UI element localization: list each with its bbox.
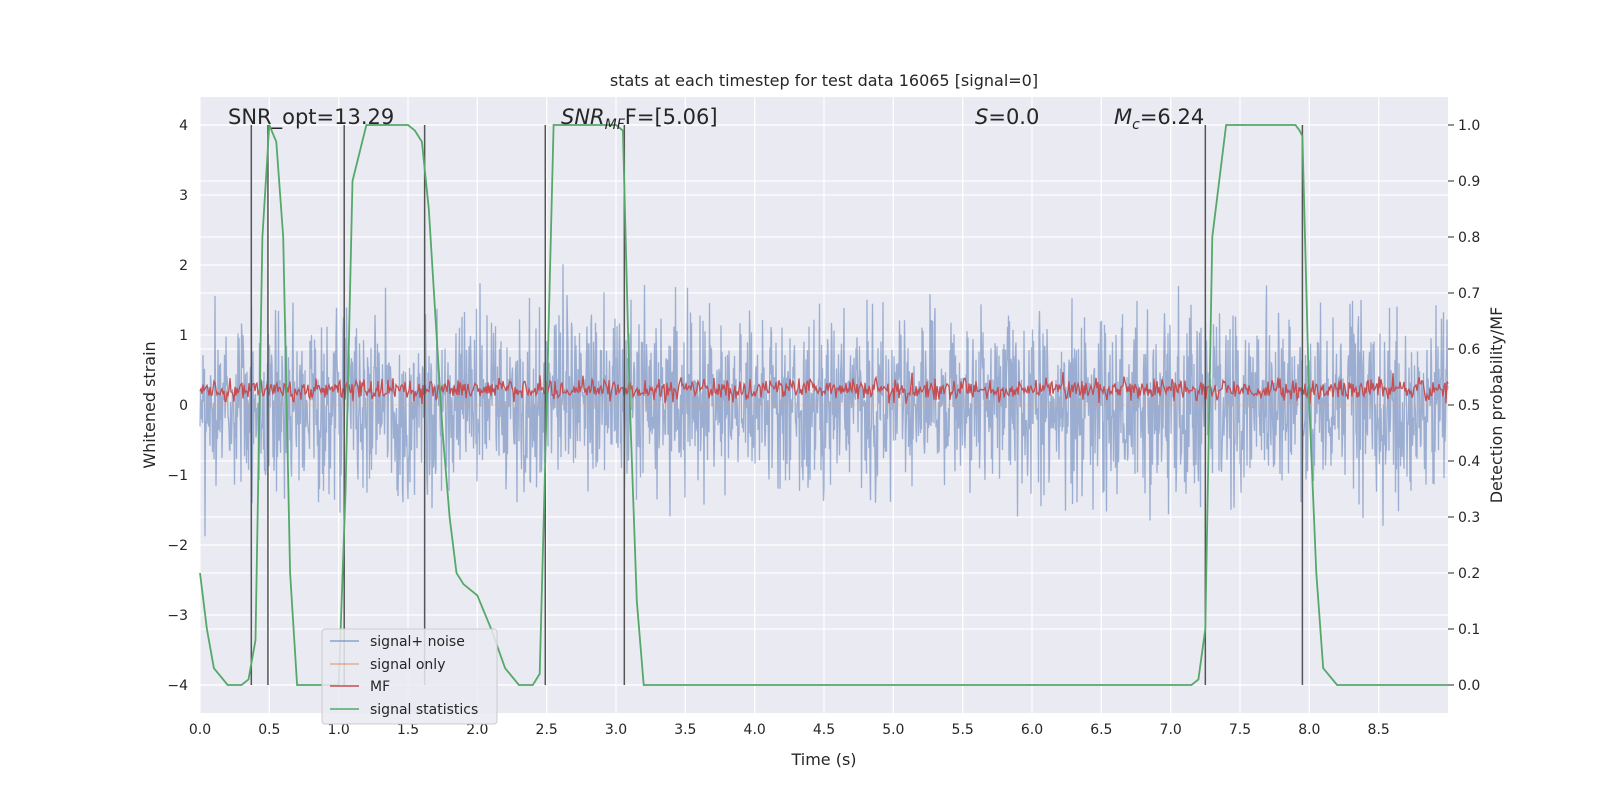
- series-signal-statistics: [199, 124, 1448, 686]
- x-tick-label-1: 0.5: [258, 722, 280, 738]
- y-axis-ticks: 4 3 2 1 0 −1 −2 −3 −4: [167, 118, 188, 694]
- y-axis-label: Whitened strain: [140, 341, 159, 468]
- x-axis-ticks: 0.0 0.5 1.0 1.5 2.0 2.5 3.0 3.5 4.0 4.5 5.0 5.5 6.0 6…: [189, 722, 1390, 738]
- legend: signal+ noise signal only MF signal stat…: [321, 628, 498, 725]
- y2-axis-label: Detection probability/MF: [1487, 307, 1506, 504]
- x-tick-label-14: 7.0: [1160, 722, 1182, 738]
- annotation-snr-mf: SNRMFF=[5.06]: [561, 105, 718, 133]
- line-mf: [199, 372, 1449, 405]
- vertical-markers: [250, 125, 1304, 685]
- x-tick-label-7: 3.5: [674, 722, 696, 738]
- y-tick-label-4: 0: [179, 398, 188, 414]
- y-tick-label-8: −4: [167, 678, 188, 694]
- x-tick-label-2: 1.0: [328, 722, 350, 738]
- x-tick-label-6: 3.0: [605, 722, 627, 738]
- annotation-mc-rest: =6.24: [1140, 105, 1204, 129]
- annotation-snr-mf-rest: F=[5.06]: [625, 105, 718, 129]
- x-tick-label-12: 6.0: [1021, 722, 1043, 738]
- y2-tick-label-1: 0.9: [1458, 174, 1480, 190]
- x-tick-label-11: 5.5: [952, 722, 974, 738]
- x-axis-label: Time (s): [790, 750, 856, 769]
- y2-tick-label-9: 0.1: [1458, 622, 1480, 638]
- y-tick-label-6: −2: [167, 538, 188, 554]
- x-tick-label-5: 2.5: [536, 722, 558, 738]
- legend-box: [321, 628, 498, 725]
- legend-label-signal-statistics: signal statistics: [370, 702, 478, 718]
- x-tick-label-0: 0.0: [189, 722, 211, 738]
- line-signal-statistics: [199, 124, 1448, 686]
- y2-tick-label-3: 0.7: [1458, 286, 1480, 302]
- x-tick-label-9: 4.5: [813, 722, 835, 738]
- annotation-snr-mf-sub: MF: [605, 117, 626, 133]
- annotation-snr-opt: SNR_opt=13.29: [228, 105, 394, 130]
- y-tick-label-7: −3: [167, 608, 188, 624]
- legend-label-mf: MF: [370, 679, 390, 695]
- series-signal-noise: [199, 264, 1449, 537]
- annotation-mc-main: M: [1114, 105, 1132, 129]
- y2-tick-label-7: 0.3: [1458, 510, 1480, 526]
- y2-tick-label-10: 0.0: [1458, 678, 1480, 694]
- y-tick-label-2: 2: [179, 258, 188, 274]
- annotation-s: S=0.0: [975, 105, 1039, 129]
- x-tick-label-10: 5.0: [882, 722, 904, 738]
- x-tick-label-16: 8.0: [1298, 722, 1320, 738]
- x-tick-label-3: 1.5: [397, 722, 419, 738]
- annotation-mc: Mc=6.24: [1114, 105, 1204, 133]
- x-tick-label-8: 4.0: [744, 722, 766, 738]
- y2-axis-ticks: 1.0 0.9 0.8 0.7 0.6 0.5 0.4 0.3 0.2 0.1 0.0: [1448, 118, 1480, 694]
- line-signal-noise: [199, 264, 1449, 537]
- y2-tick-label-0: 1.0: [1458, 118, 1480, 134]
- legend-label-signal-only: signal only: [370, 657, 445, 673]
- annotation-s-rest: =0.0: [988, 105, 1039, 129]
- y2-tick-label-4: 0.6: [1458, 342, 1480, 358]
- x-tick-label-17: 8.5: [1368, 722, 1390, 738]
- y2-tick-label-6: 0.4: [1458, 454, 1480, 470]
- chart-title: stats at each timestep for test data 160…: [610, 71, 1038, 90]
- annotation-mc-sub: c: [1132, 117, 1140, 133]
- x-tick-label-4: 2.0: [466, 722, 488, 738]
- annotation-s-main: S: [975, 105, 988, 129]
- y-tick-label-1: 3: [179, 188, 188, 204]
- series-mf: [199, 372, 1449, 405]
- legend-label-signal-noise: signal+ noise: [370, 634, 465, 650]
- x-tick-label-15: 7.5: [1229, 722, 1251, 738]
- y-tick-label-5: −1: [167, 468, 188, 484]
- y2-tick-label-5: 0.5: [1458, 398, 1480, 414]
- y-tick-label-0: 4: [179, 118, 188, 134]
- x-tick-label-13: 6.5: [1090, 722, 1112, 738]
- y2-tick-label-8: 0.2: [1458, 566, 1480, 582]
- annotation-snr-mf-main: SNR: [561, 105, 605, 129]
- y-tick-label-3: 1: [179, 328, 188, 344]
- y2-tick-label-2: 0.8: [1458, 230, 1480, 246]
